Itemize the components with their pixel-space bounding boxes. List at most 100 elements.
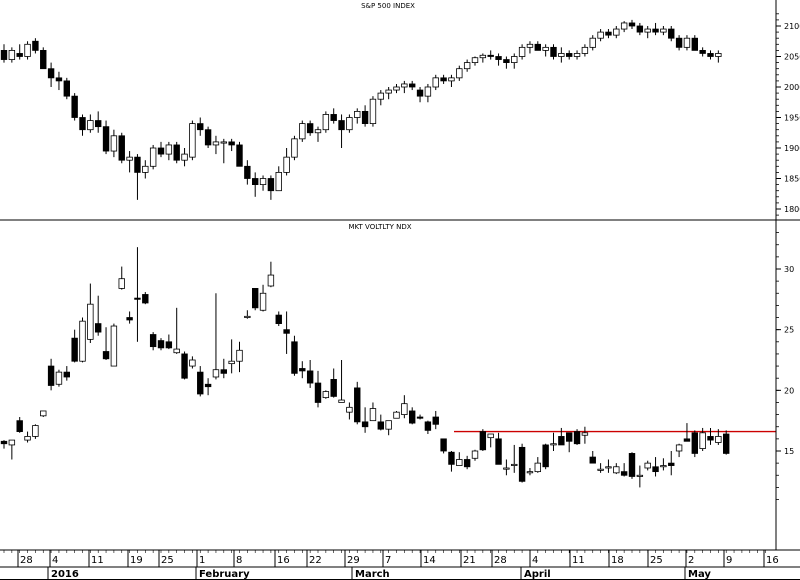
candle-body: [346, 117, 353, 131]
candle: [102, 327, 110, 360]
candle-body: [613, 466, 620, 474]
candle-body: [550, 46, 557, 57]
candle: [369, 96, 377, 127]
candle: [16, 417, 23, 433]
candle-body: [24, 436, 31, 441]
candle-body: [408, 410, 416, 424]
candle-body: [495, 438, 502, 465]
candle-body: [87, 303, 94, 340]
candle-body: [79, 320, 86, 362]
candle: [660, 26, 667, 36]
y-tick-label: 2100: [784, 22, 800, 31]
candle-body: [291, 341, 298, 374]
candle: [173, 307, 180, 354]
candle-body: [346, 406, 353, 413]
candle: [597, 463, 604, 473]
candle-body: [236, 349, 243, 362]
candle: [652, 22, 659, 36]
candle-body: [157, 147, 165, 155]
candle: [605, 29, 612, 39]
candle-body: [699, 50, 706, 54]
candle-body: [165, 144, 173, 155]
candle-body: [605, 31, 612, 36]
candle-body: [299, 123, 306, 140]
candle: [385, 420, 392, 436]
candle-body: [715, 53, 722, 57]
candle: [558, 427, 565, 446]
month-label: April: [524, 569, 551, 580]
candle-body: [16, 420, 23, 432]
date-tick-label: 28: [494, 555, 507, 566]
candle-body: [416, 89, 424, 97]
date-tick-label: 16: [277, 555, 290, 566]
candle: [573, 50, 581, 60]
candle: [251, 288, 259, 311]
candle-body: [715, 436, 722, 443]
candle-body: [16, 53, 23, 57]
candle: [16, 44, 23, 60]
candle-body: [181, 153, 188, 161]
candle: [228, 339, 235, 374]
candle-body: [314, 382, 322, 403]
candle-body: [306, 123, 314, 134]
candle: [220, 358, 227, 379]
candle-body: [142, 294, 149, 304]
y-tick-label: 2000: [784, 83, 800, 92]
candle-body: [314, 129, 322, 134]
candle: [511, 444, 518, 473]
candle-body: [683, 438, 691, 442]
date-tick-label: 9: [726, 555, 732, 566]
candle: [613, 26, 620, 39]
candle-body: [126, 156, 133, 161]
candle-body: [542, 46, 549, 51]
spx-panel: S&P 500 INDEX 1800 1850 1900 1950 2000 2050 21…: [0, 2, 800, 216]
date-tick-label: 21: [463, 555, 476, 566]
candle: [534, 41, 541, 51]
candle: [628, 452, 636, 479]
candle: [267, 261, 275, 288]
candle: [220, 138, 227, 164]
candle: [259, 284, 267, 312]
candle: [471, 56, 479, 66]
candle: [134, 154, 141, 200]
candle-body: [526, 43, 534, 48]
candle-body: [55, 77, 63, 82]
candle-body: [251, 178, 259, 185]
candle: [204, 378, 212, 396]
candle-body: [330, 379, 337, 397]
candle: [542, 443, 549, 470]
candle: [566, 50, 573, 60]
candle: [644, 460, 651, 471]
candle: [518, 443, 526, 483]
candle: [361, 407, 369, 433]
candle-body: [322, 114, 330, 131]
candle: [715, 429, 722, 445]
candle-body: [361, 111, 369, 125]
date-tick-label: 8: [236, 555, 242, 566]
candle-body: [707, 53, 714, 57]
candle-body: [63, 80, 70, 97]
y-tick-label: 1950: [784, 114, 800, 123]
candle-body: [448, 77, 455, 82]
date-tick-label: 25: [161, 555, 174, 566]
candle-body: [299, 368, 306, 372]
candle: [322, 390, 330, 399]
candle-body: [32, 425, 39, 437]
candle: [32, 38, 39, 54]
candle: [691, 35, 698, 51]
candle: [275, 166, 282, 192]
candle-body: [723, 433, 730, 454]
candle-body: [511, 56, 518, 63]
candle-body: [267, 274, 275, 287]
candle-body: [463, 459, 471, 468]
date-tick-label: 14: [423, 555, 436, 566]
candle: [668, 26, 675, 42]
candle-body: [71, 337, 78, 362]
month-labels: 2016 February March April May: [47, 567, 711, 580]
candle-body: [189, 123, 196, 158]
candle-body: [597, 31, 604, 39]
y-tick-label: 25: [784, 326, 794, 335]
candle-body: [691, 37, 698, 51]
candle: [346, 114, 353, 133]
candle: [8, 439, 16, 460]
